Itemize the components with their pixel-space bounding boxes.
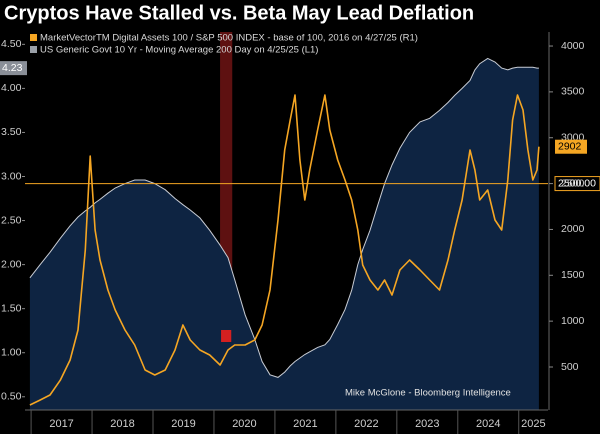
y-tick-label: 1.00	[1, 347, 22, 359]
legend-swatch	[30, 34, 37, 41]
y-tick-label: 1.50	[1, 302, 22, 314]
y-tick-label: 3.00	[1, 170, 22, 182]
x-tick-label: 2022	[354, 418, 378, 430]
highlight-tag	[221, 330, 232, 342]
x-tick-label: 2023	[415, 418, 439, 430]
y-tick-label: 2.50	[1, 214, 22, 226]
line	[29, 94, 540, 406]
end-tag	[0, 61, 27, 76]
legend-label: MarketVectorTM Digital Assets 100 / S&P …	[40, 33, 418, 44]
y-tick-label: 0.50	[1, 391, 22, 403]
end-label: 2902	[558, 141, 582, 153]
x-tick-label: 2017	[49, 418, 73, 430]
y2-tick-label: 3500	[561, 86, 585, 98]
annotation: Mike McGlone - Bloomberg Intelligence	[345, 388, 511, 399]
end-label: 4.23	[2, 62, 23, 74]
end-tag	[555, 139, 587, 154]
x-tick-label: 2018	[110, 418, 134, 430]
legend-swatch	[30, 46, 37, 53]
reference-label: 2500.00	[558, 177, 596, 189]
y-tick-label: 3.50	[1, 126, 22, 138]
x-tick-label: 2020	[232, 418, 256, 430]
x-tick-label: 2024	[476, 418, 500, 430]
y2-tick-label: 2500	[561, 177, 585, 189]
area-fill	[29, 58, 539, 411]
x-tick-label: 2025	[521, 418, 545, 430]
x-tick-label: 2021	[293, 418, 317, 430]
y-tick-label: 4.00	[1, 82, 22, 94]
x-tick-label: 2019	[171, 418, 195, 430]
chart-title: Cryptos Have Stalled vs. Beta May Lead D…	[4, 2, 474, 24]
y2-tick-label: 2000	[561, 223, 585, 235]
y-tick-label: 4.50	[1, 38, 22, 50]
legend-label: US Generic Govt 10 Yr - Moving Average 2…	[40, 45, 318, 56]
y2-tick-label: 500	[561, 361, 579, 373]
y2-tick-label: 1500	[561, 269, 585, 281]
y2-tick-label: 4000	[561, 40, 585, 52]
reference-tag	[554, 176, 600, 192]
y-tick-label: 2.00	[1, 258, 22, 270]
plot: 2500.00 0.50 1.00 1.50 2.00 2.50 3.00 3.50 4.00 4…	[0, 32, 600, 434]
area-line	[29, 57, 539, 378]
y2-tick-label: 1000	[561, 315, 585, 327]
